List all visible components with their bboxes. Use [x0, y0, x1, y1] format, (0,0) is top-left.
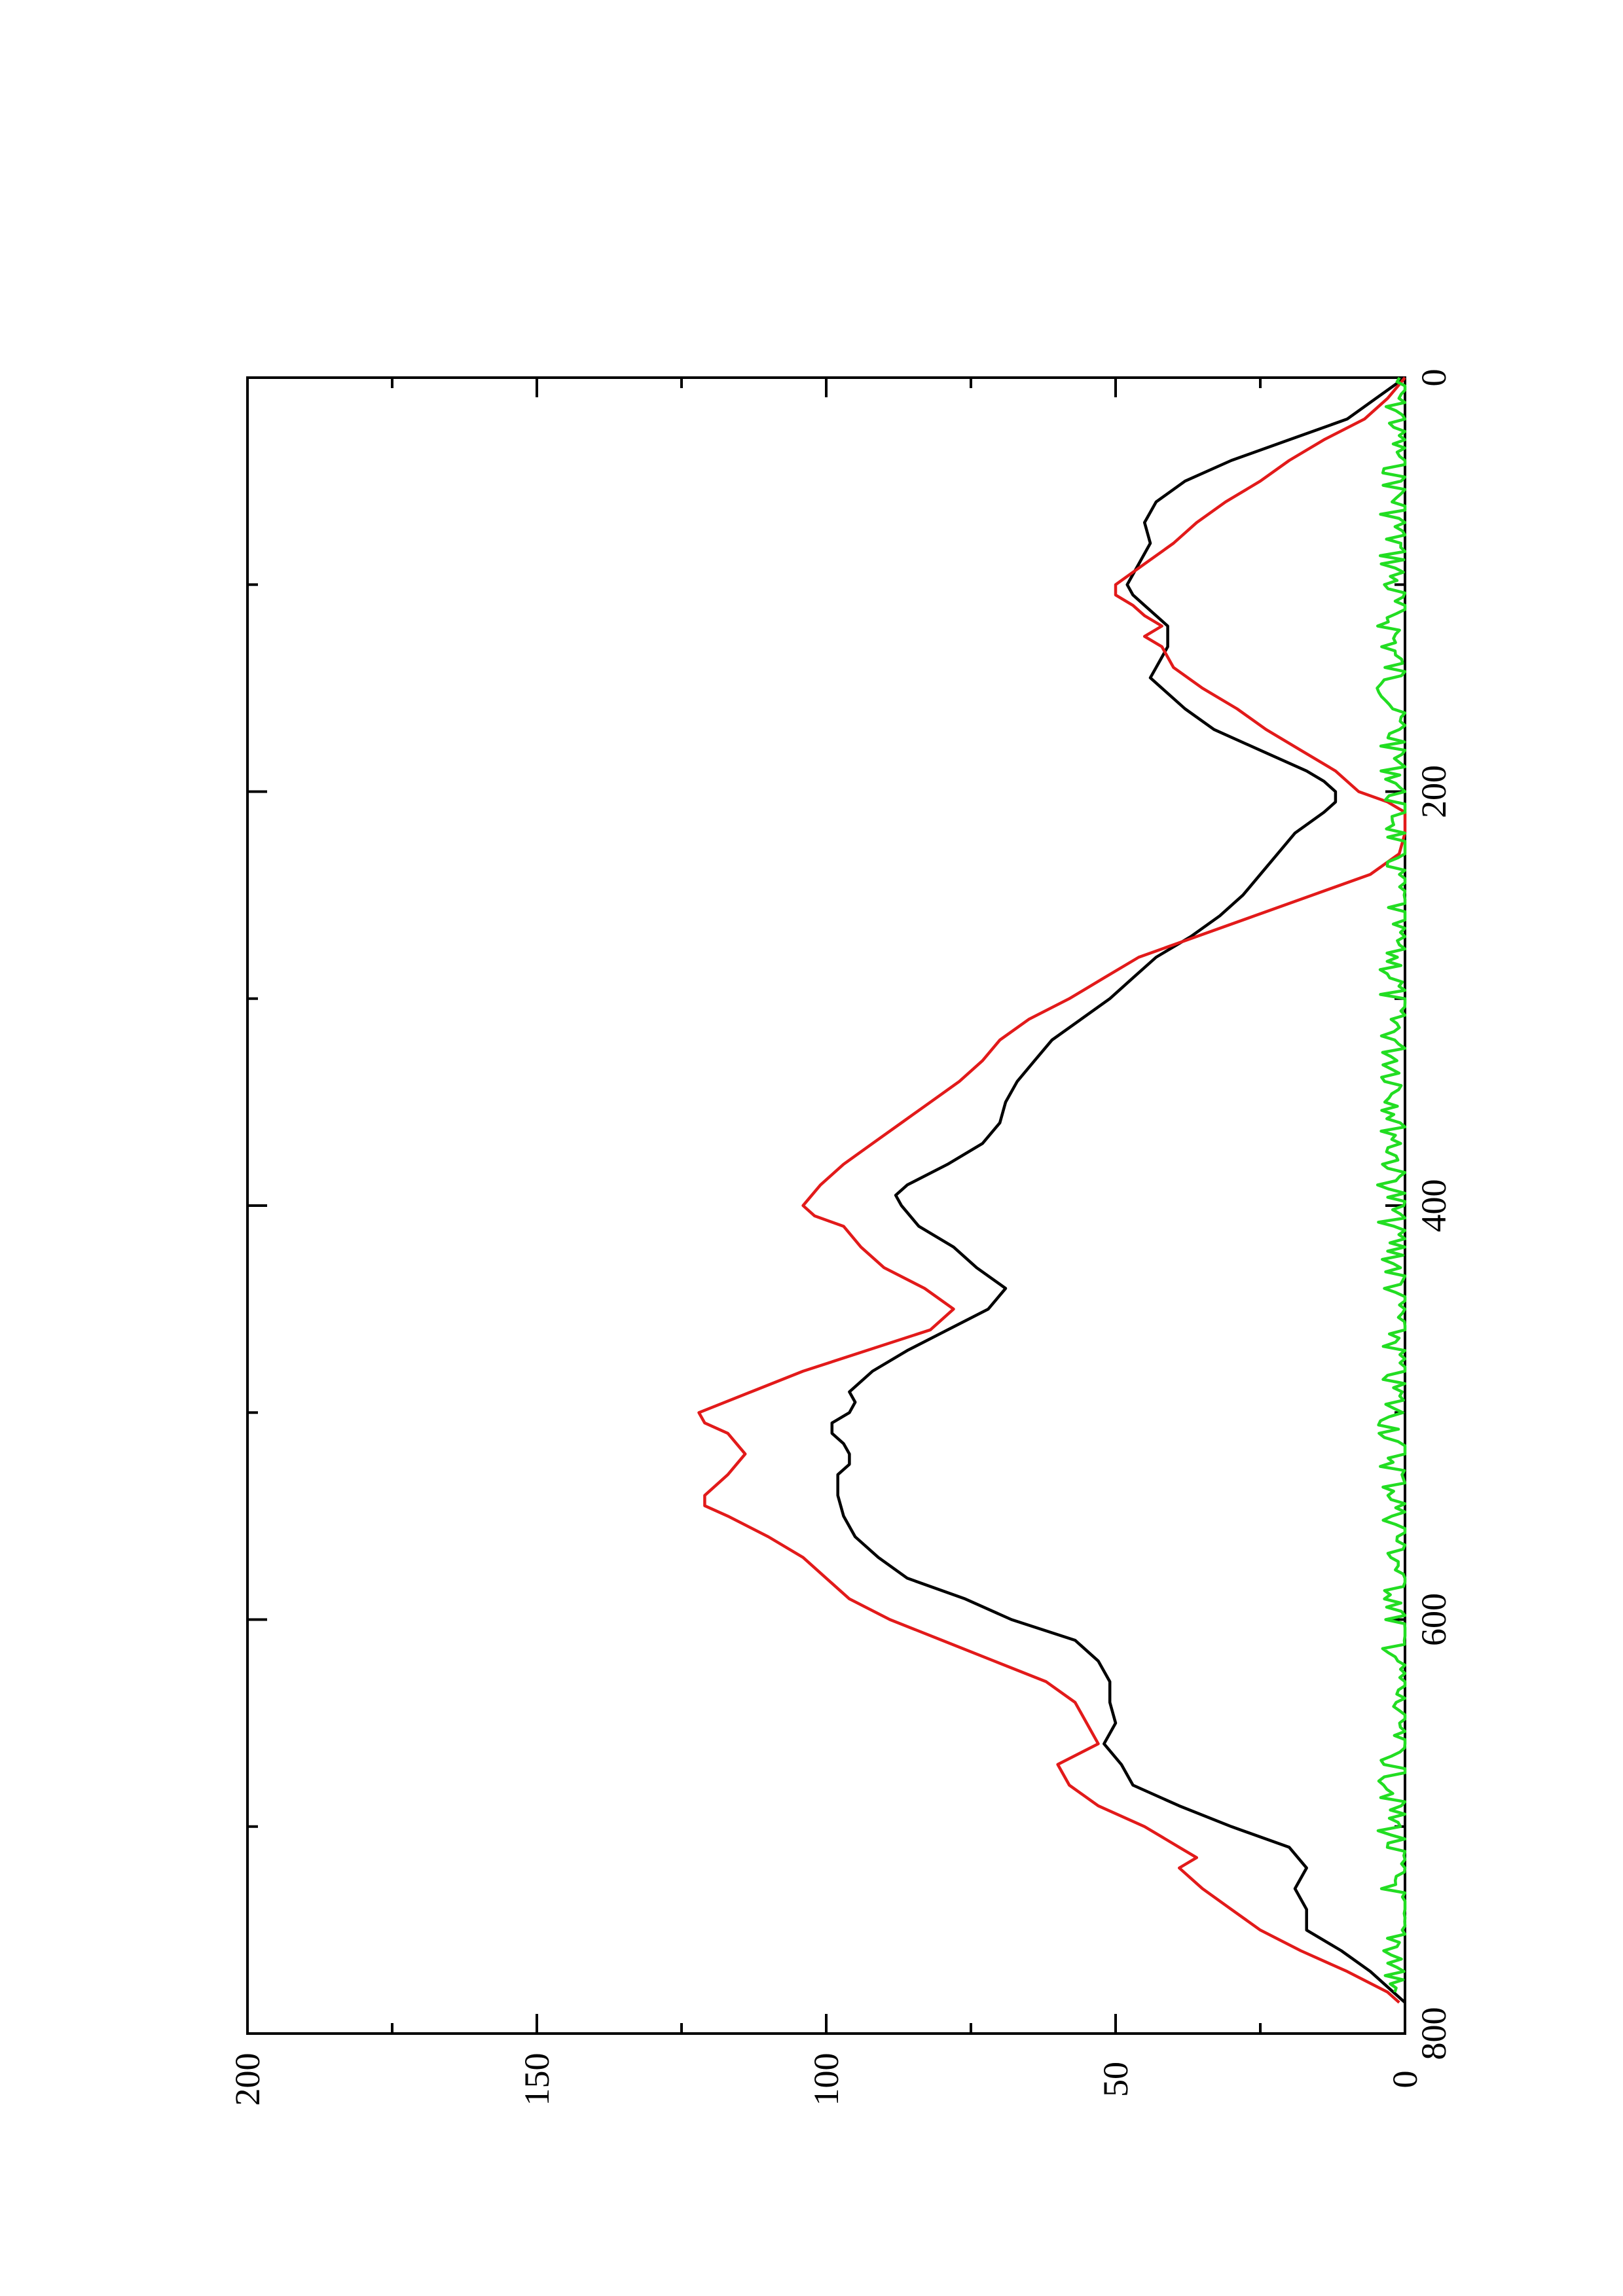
- y-tick-label: 50: [1096, 2062, 1135, 2097]
- x-tick-label: 400: [1414, 1179, 1453, 1232]
- y-tick-label: 0: [1385, 2071, 1425, 2089]
- series-line-1: [830, 376, 1406, 2004]
- y-tick-label: 200: [228, 2053, 267, 2106]
- series-line-3: [1376, 376, 1407, 1993]
- axis-ticks: [246, 376, 1406, 2035]
- series-line-2: [697, 376, 1407, 2004]
- y-tick-label: 150: [517, 2053, 556, 2106]
- x-tick-label: 800: [1414, 2007, 1453, 2060]
- series-layer: [697, 376, 1407, 2004]
- y-tick-label: 100: [807, 2053, 846, 2106]
- plot-frame: [246, 376, 1406, 2035]
- x-tick-label: 200: [1414, 765, 1453, 818]
- plot-area: 0 200 400 600 800 0 50 100 150 200: [228, 369, 1453, 2106]
- axis-tick-labels: 0 200 400 600 800 0 50 100 150 200: [228, 369, 1453, 2106]
- x-tick-label: 0: [1414, 369, 1453, 387]
- x-tick-label: 600: [1414, 1593, 1453, 1646]
